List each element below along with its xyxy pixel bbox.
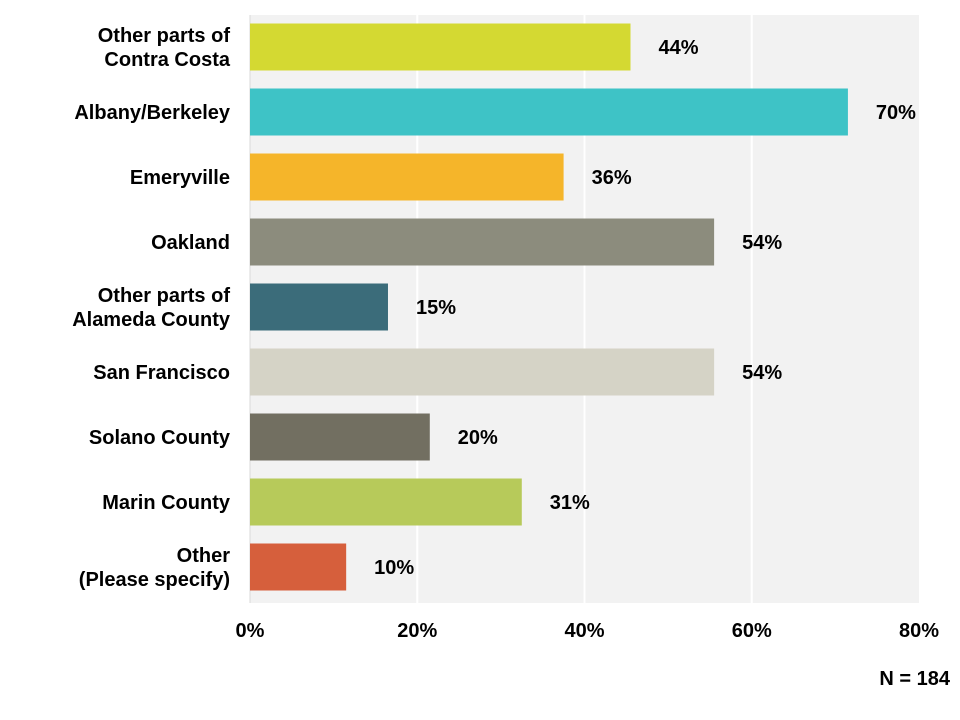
- category-label: Other parts of: [98, 25, 231, 47]
- data-label: 54%: [742, 362, 782, 384]
- x-tick-label: 0%: [236, 620, 265, 642]
- category-label: Marin County: [102, 492, 231, 514]
- bar: [250, 348, 715, 396]
- data-label: 70%: [876, 102, 916, 124]
- bar: [250, 153, 564, 201]
- category-label: Alameda County: [72, 309, 231, 331]
- x-tick-labels: 0% 20% 40% 60% 80%: [236, 620, 940, 642]
- category-label: Solano County: [89, 427, 231, 449]
- data-label: 54%: [742, 232, 782, 254]
- data-label: 20%: [458, 427, 498, 449]
- category-label: Contra Costa: [104, 49, 230, 71]
- x-tick-label: 20%: [397, 620, 437, 642]
- category-label: San Francisco: [93, 362, 230, 384]
- x-tick-label: 80%: [899, 620, 939, 642]
- bar: [250, 543, 347, 591]
- category-label: Oakland: [151, 232, 230, 254]
- data-label: 15%: [416, 297, 456, 319]
- sample-size-note: N = 184: [879, 668, 950, 690]
- category-label: Emeryville: [130, 167, 230, 189]
- data-label: 36%: [592, 167, 632, 189]
- category-label: Other parts of: [98, 285, 231, 307]
- bar: [250, 23, 631, 71]
- category-label: Other: [177, 545, 231, 567]
- category-label: (Please specify): [79, 569, 230, 591]
- x-tick-label: 40%: [564, 620, 604, 642]
- value-labels: 44% 70% 36% 54% 15% 54% 20% 31% 10%: [374, 37, 916, 579]
- data-label: 10%: [374, 557, 414, 579]
- data-label: 31%: [550, 492, 590, 514]
- x-tick-label: 60%: [732, 620, 772, 642]
- bar: [250, 88, 848, 136]
- bar: [250, 218, 715, 266]
- data-label: 44%: [658, 37, 698, 59]
- bar: [250, 283, 388, 331]
- bar: [250, 478, 522, 526]
- bar: [250, 413, 430, 461]
- bars: [250, 23, 848, 591]
- category-label: Albany/Berkeley: [74, 102, 231, 124]
